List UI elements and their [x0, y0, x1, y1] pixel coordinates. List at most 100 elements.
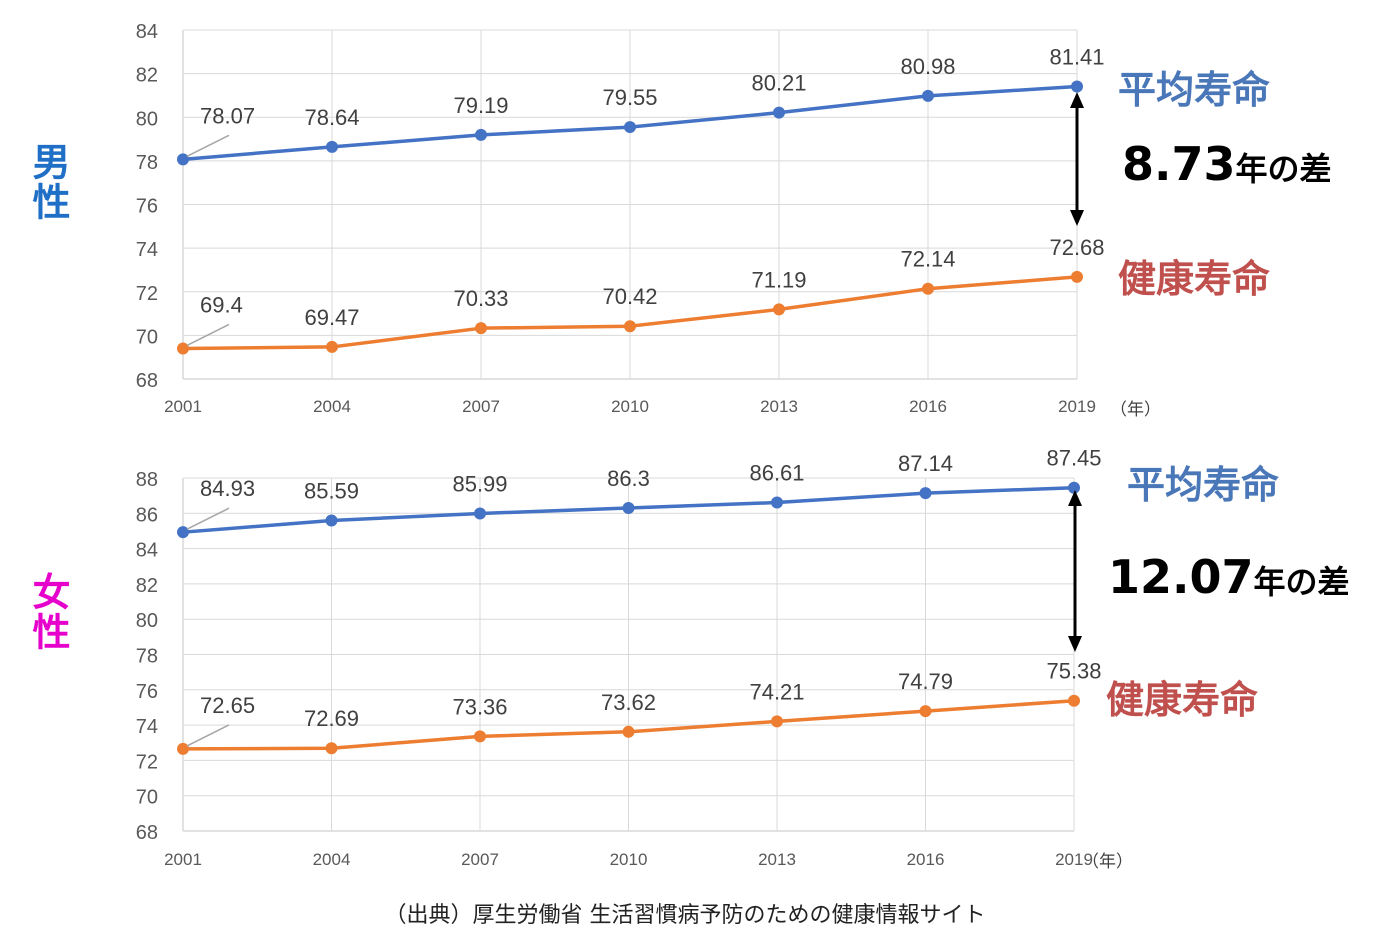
male-x-unit: （年） [1110, 400, 1161, 420]
healthy-data-label: 75.38 [1046, 659, 1101, 684]
y-tick-label: 76 [136, 681, 158, 703]
female-x-unit: （年） [1082, 852, 1133, 872]
healthy-data-label: 70.42 [602, 284, 657, 309]
source-note: （出典）厚生労働省 生活習慣病予防のための健康情報サイト [385, 903, 986, 928]
healthy-point [1071, 270, 1083, 283]
healthy-data-label: 72.14 [900, 247, 955, 272]
female-gap-suffix: 年の差 [1254, 563, 1350, 601]
y-tick-label: 84 [136, 540, 158, 562]
leader-line [186, 507, 230, 530]
healthy-point [177, 742, 189, 755]
healthy-point [325, 742, 338, 755]
avg-data-label: 87.14 [898, 451, 953, 476]
male-gap-suffix: 年の差 [1236, 150, 1332, 188]
female-gap-arrow [1068, 490, 1082, 652]
male-gap-text: 8.73年の差 [1122, 137, 1332, 191]
avg-data-label: 80.21 [751, 71, 806, 96]
healthy-data-label: 73.62 [601, 690, 656, 715]
avg-data-label: 87.45 [1046, 446, 1101, 471]
x-tick-label: 2013 [760, 397, 798, 416]
avg-data-label: 79.55 [602, 85, 657, 110]
x-axis: 2001 2004 2007 2010 2013 2016 2019 [164, 397, 1096, 416]
male-gap-arrow [1070, 92, 1084, 226]
avg-data-label: 78.07 [200, 103, 255, 128]
leader-line [186, 323, 230, 347]
avg-data-label: 86.61 [749, 461, 804, 486]
healthy-data-label: 72.68 [1049, 235, 1104, 260]
avg-point [177, 526, 189, 539]
x-tick-label: 2016 [909, 397, 947, 416]
healthy-point [919, 705, 932, 718]
avg-data-label: 85.59 [304, 479, 359, 504]
y-tick-label: 82 [136, 65, 158, 87]
x-tick-label: 2010 [611, 397, 649, 416]
healthy-point [773, 303, 785, 316]
x-tick-label: 2016 [907, 850, 945, 869]
male-healthy-series-name: 健康寿命 [1118, 257, 1270, 301]
avg-point [922, 89, 934, 102]
data-labels: 78.07 78.64 79.19 79.55 80.21 80.98 81.41 69.4 6… [186, 44, 1105, 347]
healthy-point [177, 342, 189, 355]
x-tick-label: 2004 [313, 850, 351, 869]
x-tick-label: 2001 [164, 397, 202, 416]
healthy-point [922, 282, 934, 295]
x-axis: 2001 2004 2007 2010 2013 2016 2019 [164, 850, 1093, 869]
healthy-point [475, 322, 487, 335]
series-layer [177, 80, 1083, 355]
male-avg-series-name: 平均寿命 [1118, 68, 1270, 112]
avg-point [177, 153, 189, 166]
avg-point [624, 121, 636, 134]
avg-point [1071, 80, 1083, 93]
healthy-data-label: 69.4 [200, 292, 243, 317]
healthy-point [622, 725, 635, 738]
female-healthy-series-name: 健康寿命 [1106, 678, 1258, 722]
y-tick-label: 76 [136, 196, 158, 218]
avg-point [771, 496, 783, 509]
x-tick-label: 2001 [164, 850, 202, 869]
female-avg-series-name: 平均寿命 [1127, 463, 1279, 507]
female-gap-number: 12.07 [1108, 550, 1254, 604]
y-tick-label: 86 [136, 504, 158, 526]
series-layer [177, 481, 1080, 755]
avg-point [475, 128, 487, 141]
healthy-point [624, 320, 636, 333]
y-tick-label: 80 [136, 108, 158, 130]
x-tick-label: 2007 [462, 397, 500, 416]
avg-point [919, 487, 932, 500]
healthy-data-label: 69.47 [304, 305, 359, 330]
y-tick-label: 78 [136, 646, 158, 668]
healthy-point [771, 715, 783, 728]
healthy-point [1068, 694, 1080, 707]
healthy-data-label: 72.65 [200, 693, 255, 718]
y-tick-label: 88 [136, 469, 158, 491]
male-gap-number: 8.73 [1122, 137, 1236, 191]
female-gap-text: 12.07年の差 [1108, 550, 1350, 604]
leader-line [186, 724, 230, 747]
healthy-point [474, 730, 486, 743]
avg-data-label: 80.98 [900, 54, 955, 79]
x-tick-label: 2010 [610, 850, 648, 869]
healthy-data-label: 73.36 [452, 694, 507, 719]
avg-data-label: 86.3 [607, 466, 650, 491]
avg-data-label: 85.99 [452, 471, 507, 496]
y-tick-label: 74 [136, 239, 158, 261]
y-tick-label: 70 [136, 326, 158, 348]
y-tick-label: 82 [136, 575, 158, 597]
healthy-point [326, 340, 338, 353]
avg-data-label: 84.93 [200, 476, 255, 501]
y-tick-label: 72 [136, 283, 158, 305]
grid [182, 29, 1078, 380]
y-tick-label: 78 [136, 152, 158, 174]
leader-line [186, 134, 230, 158]
avg-data-label: 81.41 [1049, 44, 1104, 69]
x-tick-label: 2004 [313, 397, 351, 416]
avg-point [474, 507, 486, 520]
avg-point [325, 514, 338, 527]
y-tick-label: 70 [136, 787, 158, 809]
avg-point [1068, 481, 1080, 494]
healthy-data-label: 72.69 [304, 706, 359, 731]
y-tick-label: 72 [136, 751, 158, 773]
x-tick-label: 2007 [461, 850, 499, 869]
